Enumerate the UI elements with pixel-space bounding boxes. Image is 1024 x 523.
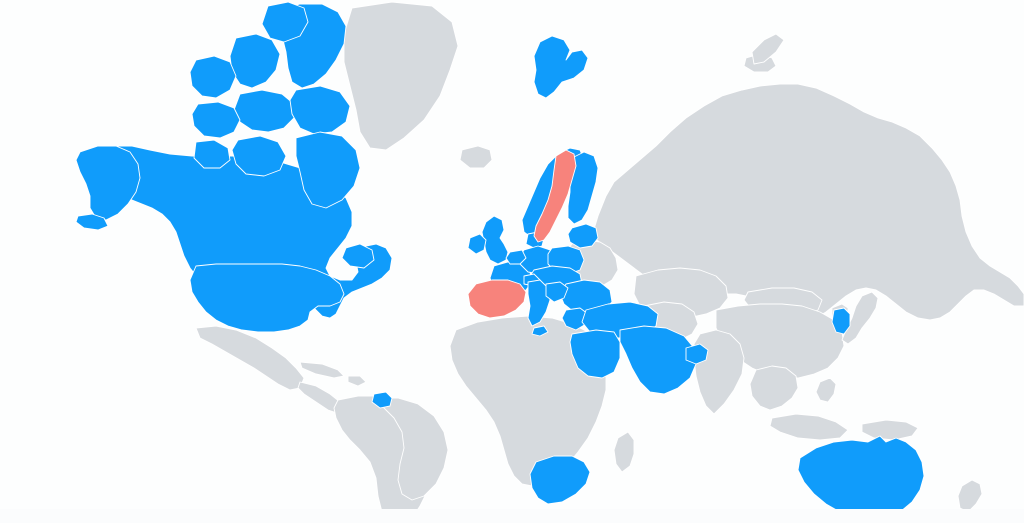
secondary-highlight-layer (467, 149, 577, 319)
region-canada-baffin[interactable] (295, 131, 361, 209)
region-mexico[interactable] (195, 325, 305, 391)
region-australia[interactable] (797, 435, 925, 521)
region-finland[interactable] (567, 151, 599, 225)
region-sweden[interactable] (533, 149, 577, 243)
region-croatia-slovenia[interactable] (545, 281, 569, 303)
region-alaska[interactable] (75, 145, 141, 221)
region-hispaniola[interactable] (347, 375, 367, 387)
region-canada-victoria[interactable] (231, 135, 287, 177)
region-uae[interactable] (685, 343, 709, 365)
region-benelux[interactable] (505, 249, 527, 265)
region-brazil[interactable] (375, 397, 449, 501)
region-south-korea[interactable] (831, 307, 851, 335)
region-indonesia[interactable] (769, 413, 849, 441)
region-canada-nunavut-3[interactable] (189, 55, 237, 99)
region-greenland[interactable] (343, 1, 459, 151)
region-canada-banks[interactable] (193, 139, 231, 169)
region-canada-nunavut-6[interactable] (289, 85, 351, 135)
region-madagascar[interactable] (613, 431, 635, 473)
region-french-guiana[interactable] (371, 391, 393, 409)
region-sicily[interactable] (531, 325, 549, 337)
region-south-africa[interactable] (529, 455, 591, 505)
region-united-states[interactable] (189, 263, 345, 333)
region-canada-newfoundland[interactable] (341, 243, 375, 269)
region-baltic-states[interactable] (567, 223, 599, 249)
region-egypt[interactable] (569, 329, 621, 379)
region-ireland[interactable] (467, 233, 487, 255)
region-greece[interactable] (561, 307, 589, 331)
region-new-zealand[interactable] (957, 479, 983, 513)
region-cuba[interactable] (299, 361, 345, 379)
region-southeast-asia[interactable] (749, 365, 799, 411)
region-philippines[interactable] (815, 377, 837, 403)
region-alaska-aleutians[interactable] (75, 213, 109, 231)
region-canada-ellesmere[interactable] (261, 1, 309, 43)
region-saudi-arabia[interactable] (619, 325, 697, 395)
region-svalbard[interactable] (533, 35, 589, 99)
region-japan[interactable] (841, 291, 879, 345)
region-novaya-zemlya[interactable] (751, 33, 785, 65)
region-italy[interactable] (527, 279, 551, 327)
region-canada-nunavut-5[interactable] (191, 101, 241, 139)
region-new-guinea[interactable] (861, 419, 919, 441)
region-iceland[interactable] (459, 145, 493, 169)
region-spain[interactable] (467, 279, 527, 319)
